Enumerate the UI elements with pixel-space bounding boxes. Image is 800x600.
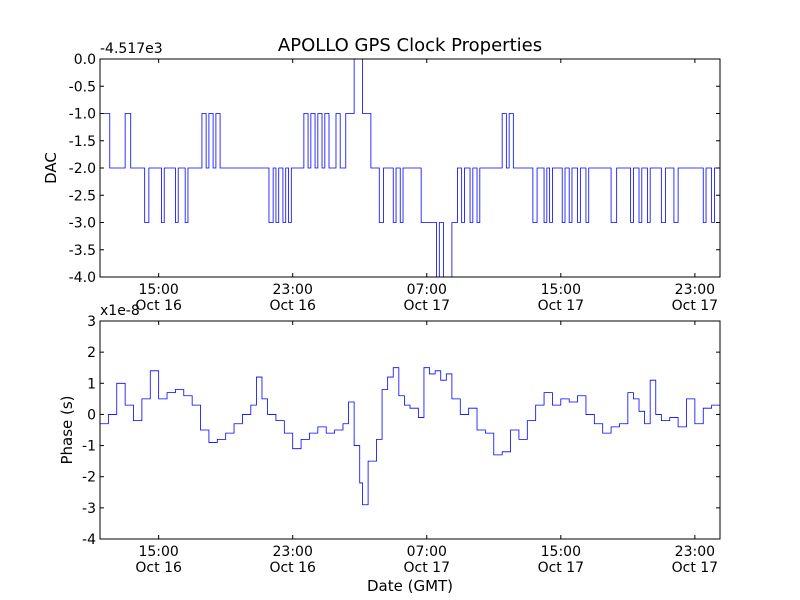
axis-offset-label: x1e-8 [100, 303, 140, 319]
y-tick-label: -1 [82, 439, 96, 455]
x-tick-date-label: Oct 16 [269, 298, 316, 314]
y-tick-label: -0.5 [69, 79, 96, 95]
x-tick-time-label: 23:00 [675, 282, 715, 298]
x-tick-date-label: Oct 17 [672, 298, 718, 314]
chart-title: APOLLO GPS Clock Properties [278, 35, 542, 56]
x-tick-time-label: 15:00 [138, 544, 178, 560]
x-tick-date-label: Oct 17 [404, 298, 450, 314]
x-tick-time-label: 23:00 [273, 282, 313, 298]
y-tick-label: 3 [87, 314, 96, 330]
y-tick-label: 2 [87, 345, 96, 361]
y-tick-label: -2.5 [69, 188, 96, 204]
subplot-1: 0.0 -0.5 -1.0 -1.5 -2.0 -2.5 -3.0 -3.5 -4.0 15:00… [42, 41, 721, 314]
y-tick-label: 0.0 [74, 52, 96, 68]
x-tick-time-label: 15:00 [138, 282, 178, 298]
x-tick-date-label: Oct 17 [538, 560, 584, 576]
x-tick-date-label: Oct 17 [672, 560, 718, 576]
x-tick-date-label: Oct 16 [135, 298, 182, 314]
axes-frame-2 [99, 320, 721, 540]
x-tick-time-label: 23:00 [675, 544, 715, 560]
series-line-1 [100, 59, 720, 277]
y-tick-label: -3 [82, 501, 96, 517]
y-tick-label: -1.0 [69, 107, 96, 123]
x-tick-date-label: Oct 16 [269, 560, 316, 576]
y-tick-label: -2 [82, 470, 96, 486]
y-tick-label: -4 [82, 532, 96, 548]
y-tick-label: -2.0 [69, 161, 96, 177]
axis-offset-label: -4.517e3 [100, 41, 163, 57]
x-tick-time-label: 07:00 [407, 282, 447, 298]
x-tick-date-label: Oct 17 [404, 560, 450, 576]
y-tick-label: 1 [87, 376, 96, 392]
series-line-2 [100, 367, 720, 506]
x-tick-date-label: Oct 16 [135, 560, 182, 576]
x-tick-time-label: 15:00 [541, 282, 581, 298]
x-tick-date-label: Oct 17 [538, 298, 584, 314]
y-axis-label: Phase (s) [58, 395, 76, 464]
plots: 0.0 -0.5 -1.0 -1.5 -2.0 -2.5 -3.0 -3.5 -4.0 15:00… [42, 41, 721, 595]
y-tick-label: -3.0 [69, 216, 96, 232]
y-tick-label: -4.0 [69, 270, 96, 286]
x-tick-time-label: 23:00 [273, 544, 313, 560]
y-tick-label: -1.5 [69, 134, 96, 150]
x-tick-time-label: 07:00 [407, 544, 447, 560]
y-tick-label: 0 [87, 407, 96, 423]
x-axis-label: Date (GMT) [367, 577, 453, 595]
y-tick-label: -3.5 [69, 243, 96, 259]
x-tick-time-label: 15:00 [541, 544, 581, 560]
y-axis-label: DAC [42, 152, 60, 184]
